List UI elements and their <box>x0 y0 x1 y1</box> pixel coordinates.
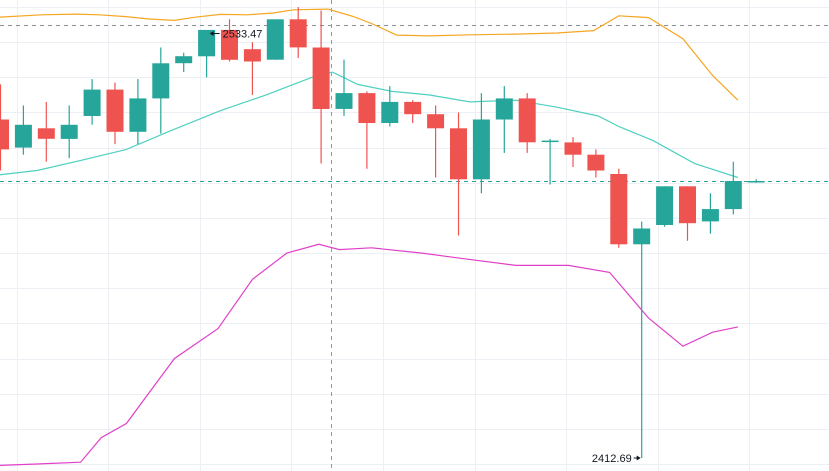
price-markers: 2533.47 2412.69 <box>209 29 641 465</box>
low-price-label: 2412.69 <box>592 453 632 465</box>
candle-body <box>701 209 719 222</box>
candle-body <box>656 186 674 225</box>
candle-body <box>312 47 330 109</box>
candle-down <box>289 7 307 58</box>
candle-down <box>427 105 445 178</box>
candle-body <box>450 128 467 180</box>
candle-down <box>610 168 628 248</box>
candle-body <box>610 174 628 245</box>
candle-body <box>679 186 696 224</box>
candle-up <box>381 86 399 127</box>
candle-up <box>656 186 674 227</box>
high-price-label: 2533.47 <box>223 29 263 41</box>
candle-body <box>633 228 651 245</box>
candles <box>0 7 765 459</box>
candle-down <box>0 84 9 171</box>
candle-up <box>633 221 651 459</box>
candle-body <box>335 93 353 109</box>
candle-body <box>724 181 742 210</box>
candle-body <box>83 89 101 116</box>
candle-up <box>198 29 216 78</box>
candle-down <box>243 42 261 95</box>
candle-down <box>587 149 605 178</box>
candle-down <box>221 19 238 62</box>
candle-body <box>129 98 147 132</box>
candle-body <box>518 98 536 143</box>
candle-up <box>152 47 170 134</box>
candle-down <box>358 91 376 169</box>
candle-up <box>747 179 765 183</box>
middle-band-line <box>0 71 739 179</box>
candle-body <box>198 29 216 57</box>
candle-up <box>83 79 101 125</box>
lower-band-line <box>0 243 739 466</box>
candle-down <box>564 137 582 167</box>
candle-up <box>175 52 193 73</box>
candle-body <box>243 49 261 62</box>
candle-body <box>472 119 490 180</box>
candle-body <box>175 56 193 64</box>
candle-up <box>14 105 32 155</box>
candle-down <box>518 93 536 153</box>
candle-body <box>221 29 238 60</box>
candle-body <box>564 142 582 155</box>
candle-body <box>381 101 399 123</box>
candle-down <box>312 10 330 164</box>
candle-up <box>472 93 490 194</box>
bollinger-bands <box>0 8 739 466</box>
candle-body <box>495 98 513 120</box>
candle-body <box>289 19 307 48</box>
candle-body <box>404 101 422 115</box>
candle-down <box>106 82 124 145</box>
upper-band-line <box>0 8 739 101</box>
high-arrow-head <box>209 30 214 36</box>
candle-up <box>495 86 513 153</box>
candle-body <box>60 124 78 139</box>
candle-down <box>404 100 422 124</box>
candle-down <box>679 186 696 241</box>
candle-up <box>701 193 719 234</box>
candle-body <box>427 114 445 129</box>
candle-down <box>37 101 55 162</box>
candle-down <box>450 112 467 236</box>
candle-body <box>541 140 559 143</box>
candle-up <box>266 19 284 60</box>
candle-up <box>60 105 78 159</box>
candle-body <box>747 181 765 183</box>
candle-body <box>0 119 9 150</box>
candle-up <box>541 138 559 185</box>
candle-body <box>106 89 124 132</box>
candle-body <box>152 63 170 99</box>
candle-body <box>14 124 32 148</box>
candle-body <box>37 128 55 139</box>
candle-body <box>266 19 284 60</box>
low-arrow-head <box>636 455 641 461</box>
candle-up <box>129 79 147 145</box>
candle-up <box>724 161 742 215</box>
candle-body <box>587 154 605 171</box>
candle-body <box>358 93 376 123</box>
candle-up <box>335 59 353 116</box>
